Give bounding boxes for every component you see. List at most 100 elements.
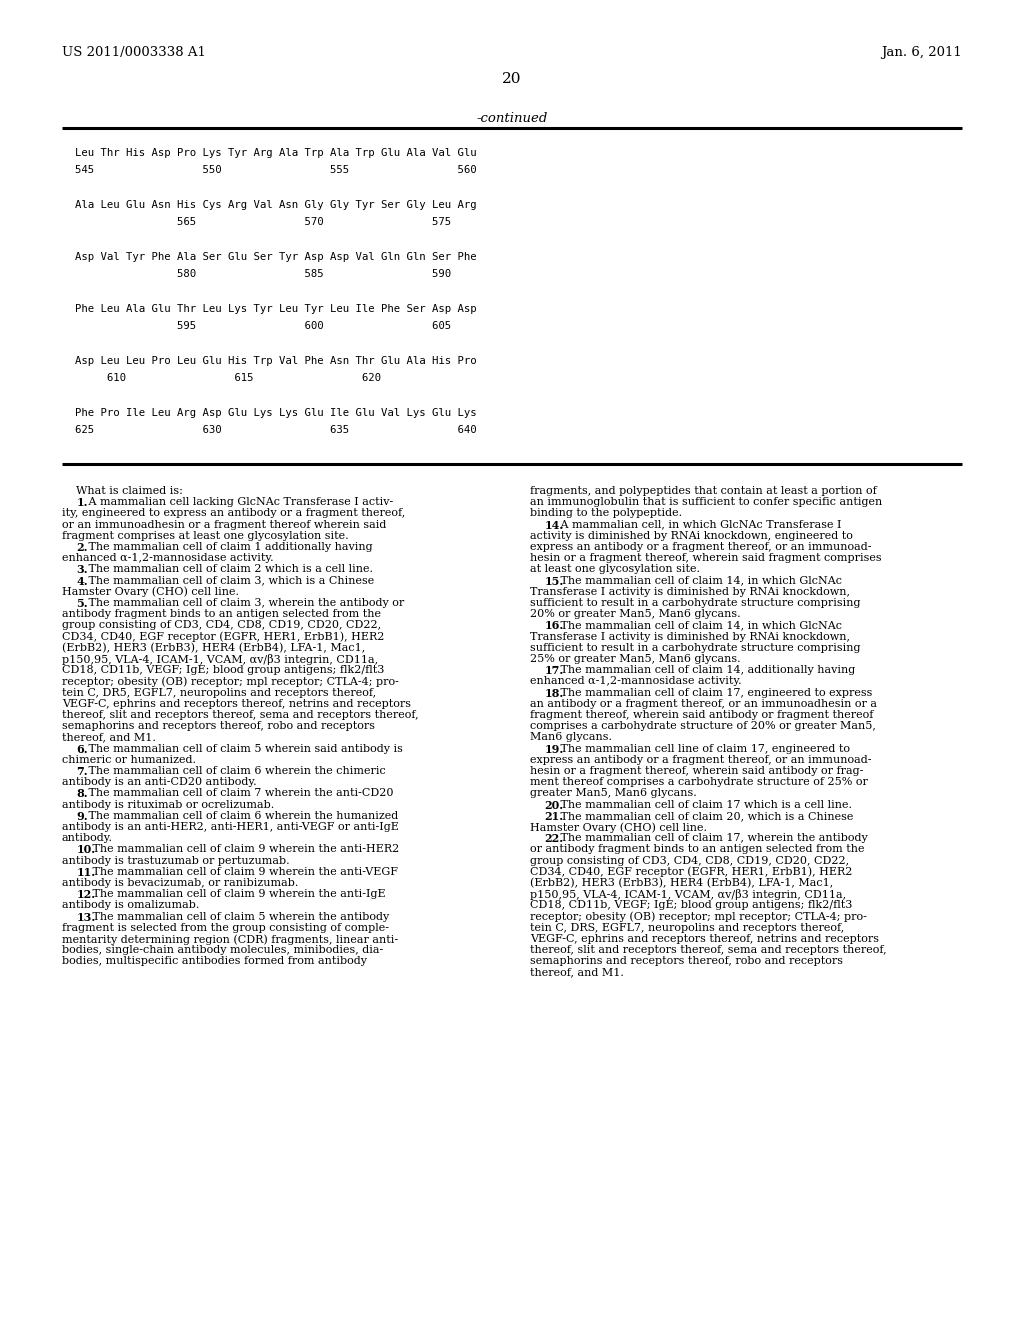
Text: 610                 615                 620: 610 615 620 bbox=[75, 374, 381, 383]
Text: A mammalian cell, in which GlcNAc Transferase I: A mammalian cell, in which GlcNAc Transf… bbox=[557, 520, 842, 529]
Text: 20: 20 bbox=[502, 73, 522, 86]
Text: 11.: 11. bbox=[77, 867, 95, 878]
Text: thereof, and M1.: thereof, and M1. bbox=[62, 733, 156, 742]
Text: (ErbB2), HER3 (ErbB3), HER4 (ErbB4), LFA-1, Mac1,: (ErbB2), HER3 (ErbB3), HER4 (ErbB4), LFA… bbox=[62, 643, 366, 653]
Text: The mammalian cell of claim 9 wherein the anti-IgE: The mammalian cell of claim 9 wherein th… bbox=[89, 890, 385, 899]
Text: What is claimed is:: What is claimed is: bbox=[62, 486, 183, 496]
Text: The mammalian cell of claim 14, additionally having: The mammalian cell of claim 14, addition… bbox=[557, 665, 855, 676]
Text: 4.: 4. bbox=[77, 576, 88, 586]
Text: antibody is omalizumab.: antibody is omalizumab. bbox=[62, 900, 200, 911]
Text: 8.: 8. bbox=[77, 788, 88, 800]
Text: fragment thereof, wherein said antibody or fragment thereof: fragment thereof, wherein said antibody … bbox=[530, 710, 873, 719]
Text: receptor; obesity (OB) receptor; mpl receptor; CTLA-4; pro-: receptor; obesity (OB) receptor; mpl rec… bbox=[62, 676, 399, 686]
Text: an antibody or a fragment thereof, or an immunoadhesin or a: an antibody or a fragment thereof, or an… bbox=[530, 698, 877, 709]
Text: fragment comprises at least one glycosylation site.: fragment comprises at least one glycosyl… bbox=[62, 531, 348, 541]
Text: 9.: 9. bbox=[77, 810, 88, 822]
Text: The mammalian cell of claim 9 wherein the anti-VEGF: The mammalian cell of claim 9 wherein th… bbox=[89, 867, 398, 876]
Text: express an antibody or a fragment thereof, or an immunoad-: express an antibody or a fragment thereo… bbox=[530, 755, 871, 764]
Text: ity, engineered to express an antibody or a fragment thereof,: ity, engineered to express an antibody o… bbox=[62, 508, 406, 519]
Text: 20.: 20. bbox=[545, 800, 563, 810]
Text: group consisting of CD3, CD4, CD8, CD19, CD20, CD22,: group consisting of CD3, CD4, CD8, CD19,… bbox=[62, 620, 381, 631]
Text: 25% or greater Man5, Man6 glycans.: 25% or greater Man5, Man6 glycans. bbox=[530, 653, 740, 664]
Text: sufficient to result in a carbohydrate structure comprising: sufficient to result in a carbohydrate s… bbox=[530, 598, 860, 609]
Text: antibody is trastuzumab or pertuzumab.: antibody is trastuzumab or pertuzumab. bbox=[62, 855, 290, 866]
Text: Leu Thr His Asp Pro Lys Tyr Arg Ala Trp Ala Trp Glu Ala Val Glu: Leu Thr His Asp Pro Lys Tyr Arg Ala Trp … bbox=[75, 148, 476, 158]
Text: thereof, and M1.: thereof, and M1. bbox=[530, 968, 624, 978]
Text: 565                 570                 575: 565 570 575 bbox=[75, 216, 452, 227]
Text: The mammalian cell of claim 17, engineered to express: The mammalian cell of claim 17, engineer… bbox=[557, 688, 872, 697]
Text: 21.: 21. bbox=[545, 810, 563, 822]
Text: The mammalian cell of claim 14, in which GlcNAc: The mammalian cell of claim 14, in which… bbox=[557, 620, 842, 631]
Text: Asp Leu Leu Pro Leu Glu His Trp Val Phe Asn Thr Glu Ala His Pro: Asp Leu Leu Pro Leu Glu His Trp Val Phe … bbox=[75, 356, 476, 366]
Text: Hamster Ovary (CHO) cell line.: Hamster Ovary (CHO) cell line. bbox=[62, 587, 239, 598]
Text: The mammalian cell of claim 3, wherein the antibody or: The mammalian cell of claim 3, wherein t… bbox=[85, 598, 404, 609]
Text: The mammalian cell of claim 17 which is a cell line.: The mammalian cell of claim 17 which is … bbox=[557, 800, 852, 809]
Text: bodies, multispecific antibodies formed from antibody: bodies, multispecific antibodies formed … bbox=[62, 957, 367, 966]
Text: 16.: 16. bbox=[545, 620, 563, 631]
Text: activity is diminished by RNAi knockdown, engineered to: activity is diminished by RNAi knockdown… bbox=[530, 531, 853, 541]
Text: fragment is selected from the group consisting of comple-: fragment is selected from the group cons… bbox=[62, 923, 389, 933]
Text: antibody is bevacizumab, or ranibizumab.: antibody is bevacizumab, or ranibizumab. bbox=[62, 878, 298, 888]
Text: The mammalian cell of claim 6 wherein the chimeric: The mammalian cell of claim 6 wherein th… bbox=[85, 766, 385, 776]
Text: Transferase I activity is diminished by RNAi knockdown,: Transferase I activity is diminished by … bbox=[530, 631, 850, 642]
Text: 7.: 7. bbox=[77, 766, 88, 777]
Text: 580                 585                 590: 580 585 590 bbox=[75, 269, 452, 279]
Text: semaphorins and receptors thereof, robo and receptors: semaphorins and receptors thereof, robo … bbox=[62, 721, 375, 731]
Text: CD18, CD11b, VEGF; IgE; blood group antigens; flk2/flt3: CD18, CD11b, VEGF; IgE; blood group anti… bbox=[62, 665, 384, 676]
Text: hesin or a fragment thereof, wherein said fragment comprises: hesin or a fragment thereof, wherein sai… bbox=[530, 553, 882, 564]
Text: Asp Val Tyr Phe Ala Ser Glu Ser Tyr Asp Asp Val Gln Gln Ser Phe: Asp Val Tyr Phe Ala Ser Glu Ser Tyr Asp … bbox=[75, 252, 476, 261]
Text: US 2011/0003338 A1: US 2011/0003338 A1 bbox=[62, 46, 206, 59]
Text: VEGF-C, ephrins and receptors thereof, netrins and receptors: VEGF-C, ephrins and receptors thereof, n… bbox=[62, 698, 411, 709]
Text: antibody is an anti-CD20 antibody.: antibody is an anti-CD20 antibody. bbox=[62, 777, 257, 787]
Text: CD34, CD40, EGF receptor (EGFR, HER1, ErbB1), HER2: CD34, CD40, EGF receptor (EGFR, HER1, Er… bbox=[62, 631, 384, 642]
Text: 10.: 10. bbox=[77, 845, 95, 855]
Text: greater Man5, Man6 glycans.: greater Man5, Man6 glycans. bbox=[530, 788, 696, 799]
Text: binding to the polypeptide.: binding to the polypeptide. bbox=[530, 508, 682, 519]
Text: antibody.: antibody. bbox=[62, 833, 113, 843]
Text: fragments, and polypeptides that contain at least a portion of: fragments, and polypeptides that contain… bbox=[530, 486, 877, 496]
Text: sufficient to result in a carbohydrate structure comprising: sufficient to result in a carbohydrate s… bbox=[530, 643, 860, 653]
Text: thereof, slit and receptors thereof, sema and receptors thereof,: thereof, slit and receptors thereof, sem… bbox=[62, 710, 419, 719]
Text: The mammalian cell of claim 6 wherein the humanized: The mammalian cell of claim 6 wherein th… bbox=[85, 810, 398, 821]
Text: A mammalian cell lacking GlcNAc Transferase I activ-: A mammalian cell lacking GlcNAc Transfer… bbox=[85, 498, 393, 507]
Text: enhanced α-1,2-mannosidase activity.: enhanced α-1,2-mannosidase activity. bbox=[62, 553, 273, 564]
Text: CD34, CD40, EGF receptor (EGFR, HER1, ErbB1), HER2: CD34, CD40, EGF receptor (EGFR, HER1, Er… bbox=[530, 867, 852, 878]
Text: Hamster Ovary (CHO) cell line.: Hamster Ovary (CHO) cell line. bbox=[530, 822, 707, 833]
Text: Jan. 6, 2011: Jan. 6, 2011 bbox=[882, 46, 962, 59]
Text: VEGF-C, ephrins and receptors thereof, netrins and receptors: VEGF-C, ephrins and receptors thereof, n… bbox=[530, 935, 879, 944]
Text: bodies, single-chain antibody molecules, minibodies, dia-: bodies, single-chain antibody molecules,… bbox=[62, 945, 383, 956]
Text: (ErbB2), HER3 (ErbB3), HER4 (ErbB4), LFA-1, Mac1,: (ErbB2), HER3 (ErbB3), HER4 (ErbB4), LFA… bbox=[530, 878, 834, 888]
Text: 17.: 17. bbox=[545, 665, 563, 676]
Text: -continued: -continued bbox=[476, 112, 548, 125]
Text: an immunoglobulin that is sufficient to confer specific antigen: an immunoglobulin that is sufficient to … bbox=[530, 498, 883, 507]
Text: 19.: 19. bbox=[545, 743, 563, 755]
Text: Phe Leu Ala Glu Thr Leu Lys Tyr Leu Tyr Leu Ile Phe Ser Asp Asp: Phe Leu Ala Glu Thr Leu Lys Tyr Leu Tyr … bbox=[75, 304, 476, 314]
Text: 595                 600                 605: 595 600 605 bbox=[75, 321, 452, 331]
Text: enhanced α-1,2-mannosidase activity.: enhanced α-1,2-mannosidase activity. bbox=[530, 676, 741, 686]
Text: ment thereof comprises a carbohydrate structure of 25% or: ment thereof comprises a carbohydrate st… bbox=[530, 777, 868, 787]
Text: The mammalian cell of claim 9 wherein the anti-HER2: The mammalian cell of claim 9 wherein th… bbox=[89, 845, 399, 854]
Text: 14.: 14. bbox=[545, 520, 563, 531]
Text: 2.: 2. bbox=[77, 543, 88, 553]
Text: 22.: 22. bbox=[545, 833, 563, 845]
Text: receptor; obesity (OB) receptor; mpl receptor; CTLA-4; pro-: receptor; obesity (OB) receptor; mpl rec… bbox=[530, 912, 867, 923]
Text: The mammalian cell line of claim 17, engineered to: The mammalian cell line of claim 17, eng… bbox=[557, 743, 850, 754]
Text: mentarity determining region (CDR) fragments, linear anti-: mentarity determining region (CDR) fragm… bbox=[62, 935, 398, 945]
Text: 625                 630                 635                 640: 625 630 635 640 bbox=[75, 425, 476, 436]
Text: Man6 glycans.: Man6 glycans. bbox=[530, 733, 612, 742]
Text: 6.: 6. bbox=[77, 743, 88, 755]
Text: The mammalian cell of claim 1 additionally having: The mammalian cell of claim 1 additional… bbox=[85, 543, 373, 552]
Text: p150,95, VLA-4, ICAM-1, VCAM, αv/β3 integrin, CD11a,: p150,95, VLA-4, ICAM-1, VCAM, αv/β3 inte… bbox=[530, 890, 846, 900]
Text: antibody is an anti-HER2, anti-HER1, anti-VEGF or anti-IgE: antibody is an anti-HER2, anti-HER1, ant… bbox=[62, 822, 399, 832]
Text: Phe Pro Ile Leu Arg Asp Glu Lys Lys Glu Ile Glu Val Lys Glu Lys: Phe Pro Ile Leu Arg Asp Glu Lys Lys Glu … bbox=[75, 408, 476, 418]
Text: 13.: 13. bbox=[77, 912, 95, 923]
Text: 20% or greater Man5, Man6 glycans.: 20% or greater Man5, Man6 glycans. bbox=[530, 610, 740, 619]
Text: semaphorins and receptors thereof, robo and receptors: semaphorins and receptors thereof, robo … bbox=[530, 957, 843, 966]
Text: 18.: 18. bbox=[545, 688, 563, 698]
Text: antibody fragment binds to an antigen selected from the: antibody fragment binds to an antigen se… bbox=[62, 610, 381, 619]
Text: The mammalian cell of claim 20, which is a Chinese: The mammalian cell of claim 20, which is… bbox=[557, 810, 853, 821]
Text: thereof, slit and receptors thereof, sema and receptors thereof,: thereof, slit and receptors thereof, sem… bbox=[530, 945, 887, 956]
Text: antibody is rituximab or ocrelizumab.: antibody is rituximab or ocrelizumab. bbox=[62, 800, 274, 809]
Text: Transferase I activity is diminished by RNAi knockdown,: Transferase I activity is diminished by … bbox=[530, 587, 850, 597]
Text: 15.: 15. bbox=[545, 576, 563, 586]
